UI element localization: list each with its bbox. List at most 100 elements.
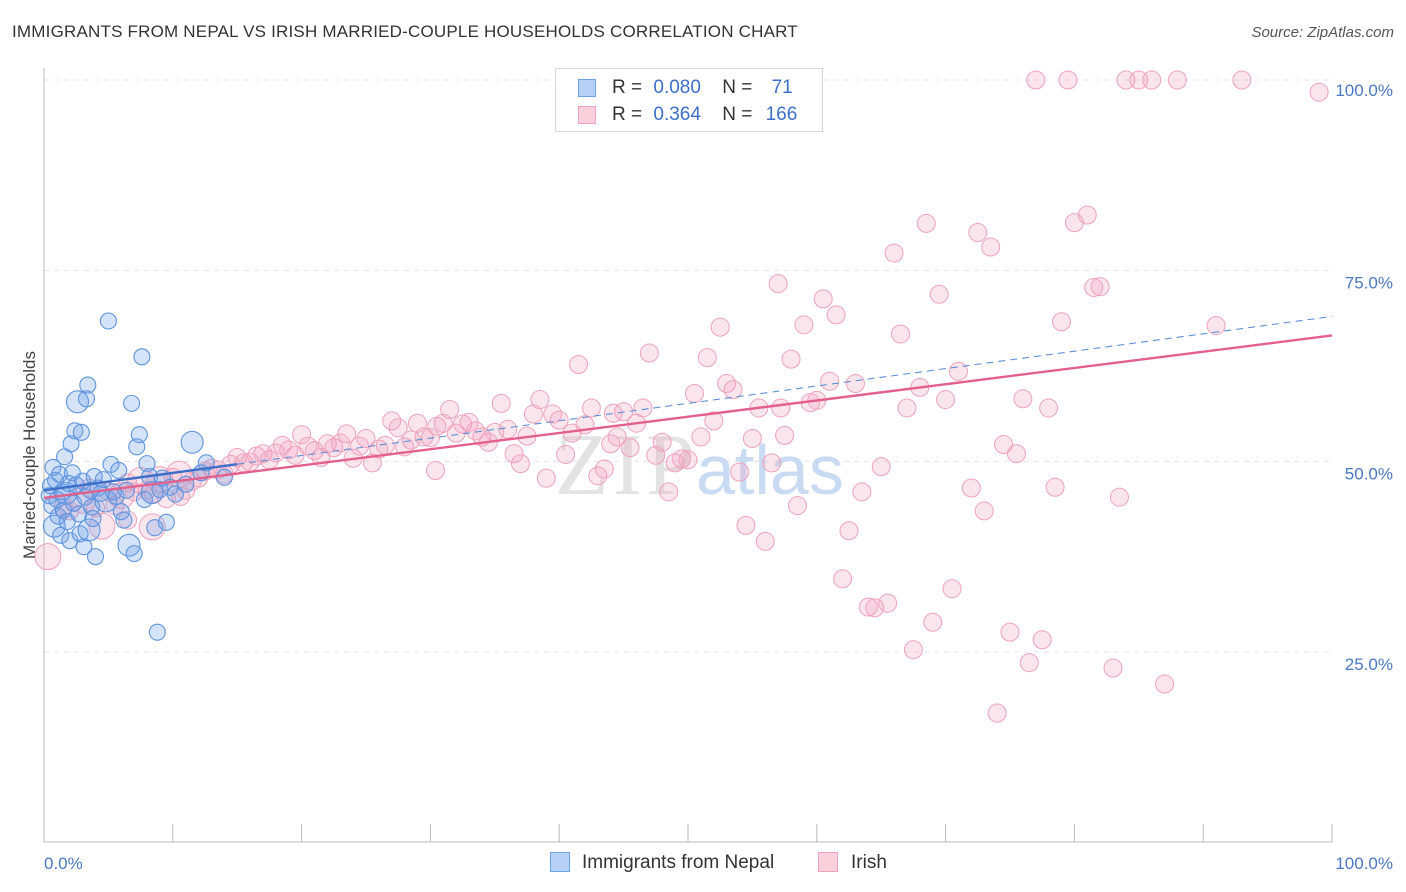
nepal-point — [99, 312, 117, 330]
irish-point — [337, 424, 357, 444]
irish-point — [523, 404, 543, 424]
irish-point — [704, 411, 724, 431]
nepal-legend-label: Immigrants from Nepal — [582, 852, 775, 873]
nepal-point — [77, 390, 96, 408]
irish-point — [652, 432, 672, 452]
irish-point — [594, 459, 614, 479]
nepal-swatch — [578, 79, 596, 97]
nepal-point — [148, 623, 166, 641]
irish-point — [426, 460, 446, 480]
irish-point — [742, 428, 762, 448]
irish-point — [266, 443, 286, 463]
series-legend: Immigrants from Nepal Irish — [0, 850, 1406, 880]
irish-point — [1309, 82, 1329, 102]
irish-point — [903, 640, 923, 660]
nepal-point — [44, 458, 62, 476]
irish-point — [961, 478, 981, 498]
irish-point — [730, 462, 750, 482]
nepal-point — [86, 548, 105, 566]
nepal-point — [72, 423, 90, 441]
irish-point — [794, 315, 814, 335]
irish-point — [942, 579, 962, 599]
irish-point — [1142, 70, 1162, 90]
legend-r-value: 0.364 — [653, 104, 701, 125]
correlation-legend: R = 0.080 N = 71 R = 0.364 N = 166 — [555, 68, 823, 132]
nepal-point — [65, 390, 90, 414]
irish-point — [1206, 316, 1226, 336]
irish-swatch — [578, 106, 596, 124]
irish-point — [781, 349, 801, 369]
trend-lines — [43, 315, 1333, 500]
y-tick-label: 50.0% — [1345, 464, 1393, 483]
nepal-point — [75, 538, 93, 556]
irish-point — [775, 425, 795, 445]
irish-point — [1026, 70, 1046, 90]
irish-point — [723, 380, 743, 400]
irish-point — [569, 354, 589, 374]
irish-point — [994, 435, 1014, 455]
irish-point — [1013, 389, 1033, 409]
x-tick-label-min: 0.0% — [44, 854, 83, 873]
nepal-point — [123, 394, 141, 412]
irish-point — [1058, 70, 1078, 90]
irish-point — [176, 480, 196, 500]
legend-r-value: 0.080 — [653, 77, 701, 98]
x-tick-label-max: 100.0% — [1335, 854, 1393, 873]
irish-point — [1032, 630, 1052, 650]
irish-point — [1039, 398, 1059, 418]
irish-point — [672, 449, 692, 469]
irish-point — [356, 428, 376, 448]
nepal-point — [133, 348, 151, 366]
irish-point — [771, 398, 791, 418]
irish-point — [549, 410, 569, 430]
irish-point — [1084, 277, 1104, 297]
irish-point — [227, 448, 247, 468]
irish-point — [1109, 487, 1129, 507]
irish-point — [678, 450, 698, 470]
irish-point — [414, 427, 434, 447]
irish-point — [852, 482, 872, 502]
irish-point — [1116, 70, 1136, 90]
irish-point — [607, 427, 627, 447]
irish-point — [285, 445, 305, 465]
irish-point — [620, 438, 640, 458]
nepal-point — [166, 485, 184, 503]
legend-n-value: 166 — [765, 104, 798, 125]
chart-title: IMMIGRANTS FROM NEPAL VS IRISH MARRIED-C… — [12, 22, 798, 41]
irish-point — [1167, 70, 1187, 90]
legend-r-label: R = — [612, 104, 643, 125]
irish-point — [878, 593, 898, 613]
nepal-point — [215, 468, 233, 486]
irish-point — [981, 237, 1001, 257]
irish-point — [156, 489, 176, 509]
irish-point — [923, 612, 943, 632]
irish-point — [755, 531, 775, 551]
irish-point — [659, 482, 679, 502]
nepal-point — [115, 511, 133, 529]
irish-point — [762, 453, 782, 473]
irish-trend-line — [43, 334, 1333, 500]
irish-point — [498, 419, 518, 439]
irish-points — [34, 70, 1329, 723]
irish-point — [536, 468, 556, 488]
y-tick-labels: 25.0% 50.0% 75.0% 100.0% — [1335, 81, 1393, 674]
irish-point — [891, 324, 911, 344]
nepal-point — [84, 509, 102, 528]
nepal-point — [180, 430, 204, 454]
nepal-point — [77, 518, 101, 542]
irish-point — [633, 398, 653, 418]
irish-point — [987, 703, 1007, 723]
irish-point — [968, 223, 988, 243]
y-tick-label: 100.0% — [1335, 81, 1393, 100]
nepal-point — [110, 461, 128, 480]
watermark-atlas: atlas — [696, 431, 844, 509]
y-axis-label: Married-couple Households — [20, 351, 39, 559]
irish-point — [929, 284, 949, 304]
irish-point — [826, 305, 846, 325]
irish-point — [697, 348, 717, 368]
nepal-point — [66, 422, 84, 440]
nepal-point — [157, 513, 175, 531]
legend-n-label: N = — [722, 104, 753, 125]
nepal-legend-swatch — [550, 852, 570, 872]
